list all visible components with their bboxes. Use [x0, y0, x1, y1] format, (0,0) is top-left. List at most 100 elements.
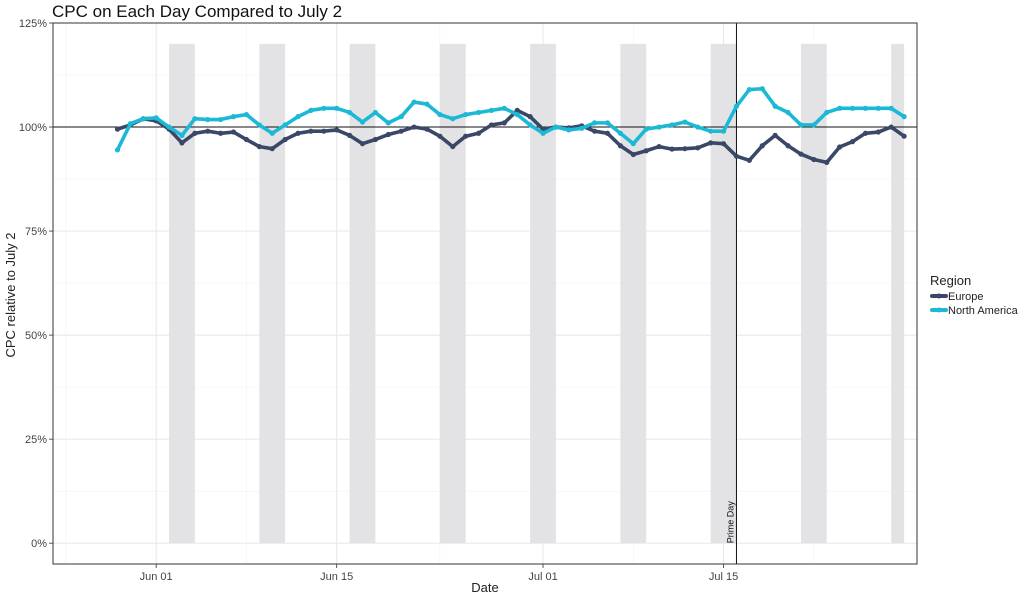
- data-point: [708, 140, 714, 146]
- data-point: [192, 116, 198, 122]
- data-point: [604, 130, 611, 136]
- weekend-band: [169, 43, 195, 544]
- data-point: [772, 103, 778, 109]
- data-point: [772, 132, 778, 138]
- data-point: [437, 133, 443, 139]
- data-point: [527, 114, 533, 120]
- data-point: [656, 124, 662, 130]
- chart-title: CPC on Each Day Compared to July 2: [52, 2, 342, 21]
- data-point: [295, 130, 301, 136]
- data-point: [450, 143, 456, 150]
- data-point: [218, 116, 224, 123]
- legend-title: Region: [930, 273, 971, 288]
- data-point: [282, 122, 288, 128]
- data-point: [759, 143, 765, 149]
- data-point: [720, 141, 727, 147]
- y-tick-label: 125%: [19, 18, 47, 30]
- data-point: [179, 132, 185, 138]
- data-point: [385, 120, 391, 126]
- data-point: [630, 141, 636, 147]
- data-point: [450, 116, 456, 122]
- data-point: [501, 105, 507, 111]
- weekend-band: [620, 43, 647, 544]
- x-tick-label: Jun 15: [320, 571, 353, 583]
- data-point: [243, 136, 250, 143]
- data-point: [308, 128, 314, 134]
- data-point: [411, 124, 417, 130]
- x-axis-title: Date: [471, 580, 498, 595]
- x-tick-label: Jul 15: [709, 571, 738, 583]
- data-point: [269, 146, 275, 152]
- data-point: [334, 127, 340, 133]
- data-point: [114, 147, 121, 153]
- data-point: [798, 151, 804, 157]
- data-point: [488, 107, 495, 113]
- data-point: [682, 119, 688, 125]
- legend: Region Europe North America: [930, 273, 1019, 317]
- data-point: [759, 86, 765, 92]
- data-point: [669, 146, 675, 152]
- data-point: [463, 111, 469, 118]
- data-point: [746, 86, 752, 93]
- x-tick-label: Jul 01: [528, 571, 557, 583]
- weekend-band: [710, 43, 737, 544]
- prime-day-label: Prime Day: [725, 501, 735, 544]
- data-point: [811, 156, 817, 163]
- data-point: [811, 122, 817, 128]
- data-point: [372, 136, 378, 143]
- y-tick-label: 25%: [25, 434, 47, 446]
- data-point: [837, 144, 843, 150]
- data-point: [475, 130, 482, 136]
- data-point: [798, 122, 804, 128]
- data-point: [359, 119, 366, 125]
- data-point: [643, 148, 649, 154]
- data-point: [837, 105, 843, 111]
- plot-border: [52, 22, 918, 565]
- data-point: [708, 128, 714, 134]
- data-point: [514, 111, 520, 118]
- data-point: [424, 101, 430, 107]
- x-tick-label: Jun 01: [140, 571, 173, 583]
- y-axis-title: CPC relative to July 2: [3, 233, 18, 358]
- data-point: [579, 125, 585, 131]
- data-point: [256, 143, 262, 150]
- data-point: [540, 130, 546, 136]
- data-point: [862, 105, 869, 111]
- data-point: [488, 122, 495, 128]
- data-point: [282, 136, 288, 143]
- data-point: [179, 140, 185, 146]
- data-point: [592, 120, 598, 126]
- y-tick-label: 100%: [19, 122, 47, 134]
- data-point: [553, 124, 559, 130]
- data-point: [411, 99, 417, 105]
- data-point: [527, 122, 533, 128]
- data-point: [321, 128, 327, 134]
- data-point: [243, 111, 250, 118]
- data-point: [321, 105, 327, 111]
- data-point: [359, 141, 366, 147]
- data-point: [862, 130, 869, 136]
- data-point: [114, 126, 121, 132]
- data-point: [372, 109, 378, 116]
- weekend-band: [349, 43, 376, 544]
- data-point: [630, 151, 636, 158]
- data-point: [153, 115, 159, 121]
- data-point: [617, 130, 624, 136]
- data-point: [514, 107, 520, 113]
- data-point: [592, 128, 598, 134]
- data-point: [682, 146, 688, 152]
- data-point: [720, 128, 727, 134]
- data-point: [127, 121, 133, 127]
- data-point: [398, 114, 404, 120]
- data-point: [669, 122, 675, 128]
- data-point: [334, 105, 340, 111]
- data-point: [385, 131, 391, 138]
- data-point: [901, 133, 907, 139]
- data-point: [192, 130, 198, 136]
- data-point: [218, 130, 224, 136]
- data-point: [475, 109, 482, 116]
- data-point: [849, 105, 856, 111]
- weekend-band: [259, 43, 286, 544]
- legend-label: Europe: [948, 291, 983, 303]
